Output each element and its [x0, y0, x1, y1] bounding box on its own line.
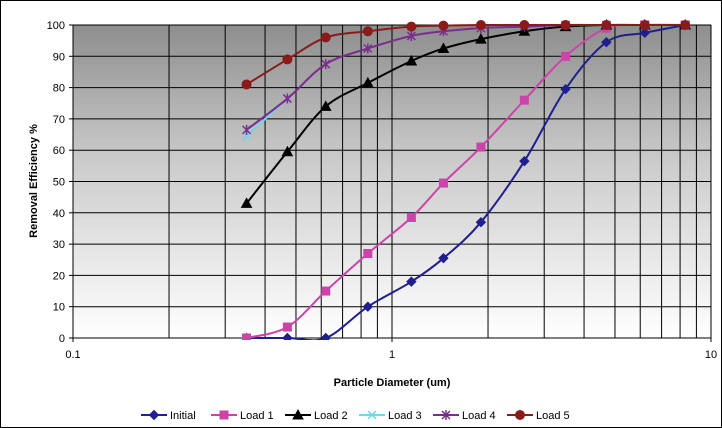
data-point-load-2 — [281, 145, 294, 157]
legend-label-initial: Initial — [170, 410, 196, 422]
data-point-initial — [519, 155, 530, 167]
legend-marker-load-1 — [219, 410, 229, 420]
y-tick-label: 0 — [59, 333, 65, 345]
y-tick-label: 60 — [53, 145, 65, 157]
x-tick-label: 10 — [705, 349, 717, 361]
data-point-load-1 — [406, 212, 416, 222]
data-point-load-4 — [406, 30, 416, 41]
data-point-load-5 — [241, 79, 252, 90]
data-point-load-4 — [282, 93, 292, 104]
data-point-load-5 — [680, 20, 691, 30]
data-point-load-4 — [363, 43, 373, 54]
data-point-load-5 — [406, 21, 417, 32]
x-axis-title: Particle Diameter (um) — [334, 377, 451, 389]
legend-label-load-3: Load 3 — [388, 410, 422, 422]
y-tick-label: 30 — [53, 239, 65, 251]
data-point-initial — [639, 27, 650, 39]
grid-lines — [72, 24, 712, 339]
y-axis-title: Removal Efficiency % — [28, 124, 40, 238]
legend: Initial Load 1 Load 2 Load 3 Load 4 Load 5 — [141, 408, 570, 422]
legend-item-load-5: Load 5 — [507, 410, 570, 422]
legend-item-load-3: Load 3 — [359, 410, 422, 422]
legend-label-load-4: Load 4 — [462, 410, 496, 422]
data-point-load-2 — [361, 76, 374, 88]
y-tick-labels: 0 10 20 30 40 50 60 70 80 90 100 — [47, 20, 65, 345]
data-point-load-2 — [405, 54, 418, 66]
data-point-load-5 — [282, 54, 293, 65]
data-point-load-4 — [321, 59, 331, 70]
legend-item-load-4: Load 4 — [433, 410, 496, 422]
legend-marker-load-4 — [441, 410, 451, 420]
data-point-load-5 — [639, 20, 650, 30]
data-point-load-4 — [242, 124, 252, 135]
data-point-load-1 — [282, 322, 292, 332]
legend-label-load-2: Load 2 — [314, 410, 348, 422]
data-point-initial — [406, 276, 417, 287]
y-tick-label: 80 — [53, 83, 65, 95]
data-point-load-5 — [560, 20, 571, 30]
series-load-5 — [241, 20, 691, 90]
legend-marker-initial — [148, 409, 160, 421]
legend-marker-load-5 — [515, 410, 525, 420]
data-point-load-2 — [319, 100, 332, 111]
data-point-load-2 — [437, 42, 450, 53]
data-point-load-2 — [240, 197, 253, 208]
y-tick-label: 70 — [53, 114, 65, 126]
data-point-initial — [282, 332, 293, 340]
data-point-load-5 — [601, 20, 612, 30]
data-point-load-1 — [561, 51, 571, 61]
data-point-load-5 — [438, 20, 449, 31]
legend-marker-load-2 — [292, 408, 304, 420]
data-point-load-1 — [242, 333, 252, 340]
y-tick-label: 50 — [53, 177, 65, 189]
data-point-load-5 — [519, 20, 530, 30]
data-point-load-1 — [438, 178, 448, 188]
data-point-initial — [560, 83, 571, 95]
legend-item-load-1: Load 1 — [211, 410, 274, 422]
legend-label-load-5: Load 5 — [536, 410, 570, 422]
x-tick-labels: 0.1 1 10 — [65, 349, 717, 361]
data-point-load-1 — [476, 142, 486, 152]
data-point-initial — [438, 252, 449, 264]
data-point-initial — [362, 301, 374, 312]
series-initial — [241, 19, 691, 340]
data-point-load-5 — [320, 32, 331, 43]
series-layer — [240, 18, 692, 340]
data-point-initial — [320, 332, 331, 340]
axes — [69, 24, 712, 342]
x-tick-label: 1 — [389, 349, 395, 361]
data-point-load-5 — [362, 26, 373, 37]
data-point-initial — [475, 216, 487, 228]
y-tick-label: 20 — [53, 270, 65, 282]
data-point-load-1 — [321, 286, 331, 296]
data-point-load-1 — [519, 95, 529, 105]
x-tick-label: 0.1 — [65, 349, 80, 361]
data-point-initial — [601, 37, 612, 48]
data-point-load-2 — [475, 33, 487, 44]
y-tick-label: 90 — [53, 51, 65, 63]
y-tick-label: 100 — [47, 20, 65, 32]
legend-marker-load-3 — [367, 410, 377, 420]
legend-label-load-1: Load 1 — [240, 410, 274, 422]
legend-item-load-2: Load 2 — [285, 408, 348, 422]
legend-item-initial: Initial — [141, 409, 196, 422]
data-point-load-1 — [363, 248, 373, 258]
data-point-load-5 — [475, 20, 486, 30]
y-tick-label: 40 — [53, 208, 65, 220]
y-tick-label: 10 — [53, 302, 65, 314]
